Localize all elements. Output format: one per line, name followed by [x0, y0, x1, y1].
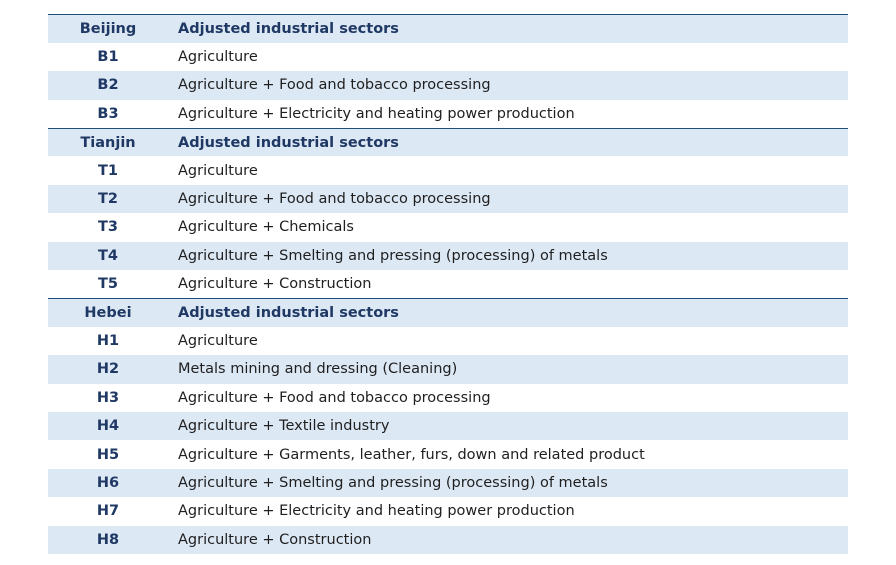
sector-table: Beijing Adjusted industrial sectors B1 A… [48, 14, 848, 554]
group-header-beijing: Beijing Adjusted industrial sectors [48, 14, 848, 43]
table-row: H4 Agriculture + Textile industry [48, 411, 848, 441]
sector-description: Agriculture + Food and tobacco processin… [178, 191, 491, 208]
group-header-tianjin: Tianjin Adjusted industrial sectors [48, 128, 848, 157]
table-row: B3 Agriculture + Electricity and heating… [48, 100, 848, 128]
scenario-code: H5 [96, 446, 120, 463]
scenario-code: H7 [96, 503, 120, 520]
table-row: B1 Agriculture [48, 43, 848, 71]
scenario-code: T1 [98, 162, 118, 179]
table-row: T3 Agriculture + Chemicals [48, 213, 848, 241]
region-name: Tianjin [80, 134, 136, 151]
scenario-code: H8 [96, 531, 120, 548]
sector-description: Agriculture + Food and tobacco processin… [178, 77, 491, 94]
table-row: H3 Agriculture + Food and tobacco proces… [48, 384, 848, 412]
sector-description: Agriculture [178, 162, 258, 179]
sector-description: Agriculture + Electricity and heating po… [178, 503, 575, 520]
region-name: Beijing [79, 20, 137, 37]
scenario-code: T2 [98, 191, 118, 208]
group-header-hebei: Hebei Adjusted industrial sectors [48, 298, 848, 327]
sector-description: Agriculture + Textile industry [178, 418, 390, 435]
scenario-code: H2 [96, 361, 120, 378]
table-row: T5 Agriculture + Construction [48, 270, 848, 298]
sector-description: Agriculture + Electricity and heating po… [178, 105, 575, 122]
scenario-code: B1 [97, 49, 119, 66]
table-row: B2 Agriculture + Food and tobacco proces… [48, 71, 848, 100]
sector-description: Agriculture [178, 49, 258, 66]
sector-description: Agriculture + Chemicals [178, 219, 354, 236]
table-row: H8 Agriculture + Construction [48, 525, 848, 554]
table-row: T2 Agriculture + Food and tobacco proces… [48, 184, 848, 214]
sector-description: Agriculture + Construction [178, 275, 372, 292]
sector-description: Agriculture + Garments, leather, furs, d… [178, 446, 645, 463]
scenario-code: B3 [97, 105, 119, 122]
table-row: H1 Agriculture [48, 327, 848, 355]
scenario-code: T3 [98, 219, 118, 236]
table-row: H5 Agriculture + Garments, leather, furs… [48, 440, 848, 468]
sector-description: Metals mining and dressing (Cleaning) [178, 361, 458, 378]
column-header: Adjusted industrial sectors [178, 20, 399, 37]
table-row: H6 Agriculture + Smelting and pressing (… [48, 468, 848, 498]
sector-description: Agriculture + Food and tobacco processin… [178, 389, 491, 406]
scenario-code: T5 [98, 275, 118, 292]
sector-description: Agriculture [178, 332, 258, 349]
scenario-code: B2 [97, 77, 119, 94]
sector-description: Agriculture + Construction [178, 531, 372, 548]
column-header: Adjusted industrial sectors [178, 134, 399, 151]
sector-description: Agriculture + Smelting and pressing (pro… [178, 247, 608, 264]
table-row: H7 Agriculture + Electricity and heating… [48, 497, 848, 525]
table-row: T4 Agriculture + Smelting and pressing (… [48, 241, 848, 271]
scenario-code: H3 [96, 389, 120, 406]
scenario-code: H1 [96, 332, 120, 349]
sector-description: Agriculture + Smelting and pressing (pro… [178, 474, 608, 491]
scenario-code: T4 [98, 247, 118, 264]
table-row: H2 Metals mining and dressing (Cleaning) [48, 355, 848, 384]
scenario-code: H4 [96, 418, 120, 435]
table-row: T1 Agriculture [48, 156, 848, 184]
scenario-code: H6 [96, 474, 120, 491]
sector-table-container: Beijing Adjusted industrial sectors B1 A… [48, 14, 848, 554]
region-name: Hebei [84, 304, 132, 321]
column-header: Adjusted industrial sectors [178, 304, 399, 321]
